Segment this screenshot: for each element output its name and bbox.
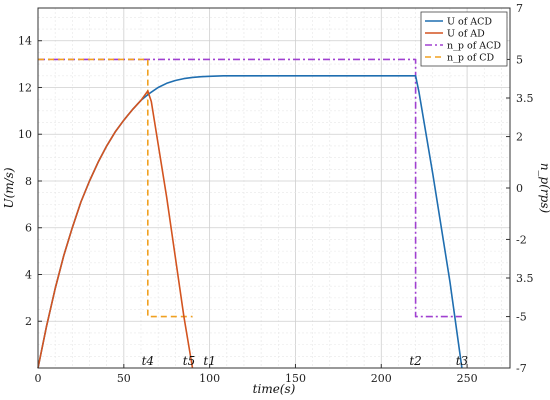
annotation-label: t2 — [409, 354, 421, 368]
x-tick-label: 200 — [371, 372, 392, 385]
y-left-tick-label: 8 — [25, 175, 32, 188]
annotation-label: t5 — [183, 354, 195, 368]
y-left-tick-label: 2 — [25, 315, 32, 328]
y-left-tick-label: 10 — [18, 128, 32, 141]
y-right-tick-label: 3.5 — [516, 92, 534, 105]
series-group — [37, 58, 463, 369]
y-right-tick-label: 3.5 — [516, 272, 534, 285]
annotation-label: t3 — [456, 354, 469, 368]
y-left-tick-label: 12 — [18, 81, 32, 94]
x-tick-label: 250 — [457, 372, 478, 385]
y-right-tick-label: 0 — [516, 182, 523, 195]
series-line-2 — [38, 58, 462, 318]
annotation-label: t4 — [142, 354, 154, 368]
legend-label: n_p of ACD — [447, 41, 501, 52]
y-left-tick-label: 6 — [25, 222, 32, 235]
y-left-tick-label: 4 — [25, 268, 32, 281]
legend-label: n_p of CD — [447, 53, 494, 64]
y-right-tick-label: 7 — [516, 2, 523, 15]
y-right-tick-label: 2 — [516, 131, 523, 144]
annotation-label: t1 — [203, 354, 215, 368]
y-right-tick-label: -5 — [516, 311, 527, 324]
x-tick-label: 0 — [35, 372, 42, 385]
x-tick-label: 50 — [117, 372, 131, 385]
legend-label: U of AD — [447, 29, 485, 40]
x-tick-label: 150 — [285, 372, 306, 385]
series-line-1 — [37, 90, 194, 369]
legend-label: U of ACD — [447, 17, 492, 28]
annotations: t4 t5 t1 t2 t3 — [142, 354, 469, 368]
ticks: 0 50 100 150 200 250 2 4 6 8 10 12 14 7 5 3.5 2 0 -2 3.5 -5 -… — [18, 2, 534, 385]
x-tick-label: 100 — [199, 372, 220, 385]
y-right-tick-label: 5 — [516, 53, 523, 66]
grid — [37, 8, 510, 369]
y-axis-right-label: n_p(rps) — [538, 163, 550, 214]
y-right-tick-label: -7 — [516, 362, 527, 375]
y-right-tick-label: -2 — [516, 233, 527, 246]
series-line-3 — [38, 58, 193, 318]
y-left-tick-label: 14 — [18, 35, 32, 48]
y-axis-left-label: U(m/s) — [2, 167, 16, 208]
x-axis-label: time(s) — [253, 382, 296, 396]
